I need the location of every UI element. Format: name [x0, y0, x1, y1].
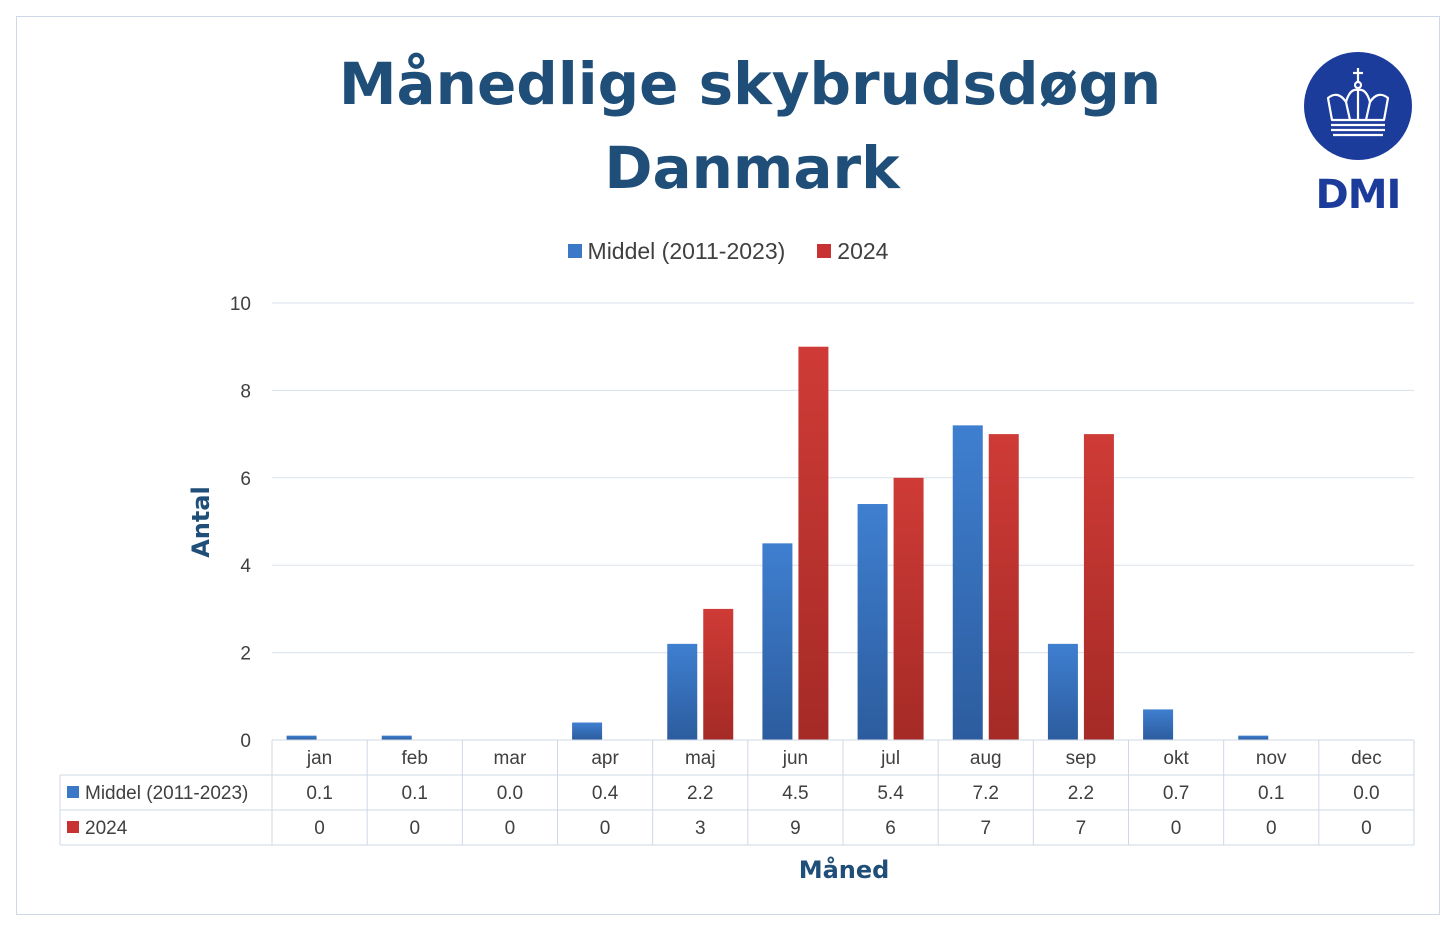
- table-cell: 6: [885, 818, 896, 839]
- x-axis-title: Måned: [799, 855, 890, 884]
- x-tick-label: dec: [1351, 748, 1382, 769]
- y-tick-label: 4: [240, 556, 251, 577]
- bar-middel-jan: [286, 735, 317, 740]
- table-cell: 2.2: [1068, 783, 1094, 804]
- table-cell: 0: [505, 818, 516, 839]
- x-tick-label: maj: [685, 748, 716, 769]
- y-tick-label: 0: [240, 731, 251, 752]
- x-tick-label: mar: [494, 748, 527, 769]
- table-cell: 2.2: [687, 783, 713, 804]
- bar-middel-maj: [667, 643, 698, 740]
- legend-label-middel: Middel (2011-2023): [587, 237, 786, 264]
- table-cell: 5.4: [877, 783, 904, 804]
- table-cell: 0: [1361, 818, 1372, 839]
- table-cell: 0: [314, 818, 325, 839]
- chart-frame: [16, 16, 1440, 915]
- x-tick-label: jul: [880, 748, 900, 769]
- table-cell: 0.1: [402, 783, 428, 804]
- x-tick-label: sep: [1066, 748, 1097, 769]
- bar-middel-apr: [572, 722, 603, 740]
- table-series-label: 2024: [85, 818, 128, 839]
- table-cell: 0: [1171, 818, 1182, 839]
- table-cell: 0.1: [306, 783, 332, 804]
- x-tick-label: aug: [970, 748, 1002, 769]
- dmi-logo: DMI: [1302, 52, 1414, 218]
- bar-middel-sep: [1047, 643, 1078, 740]
- table-cell: 4.5: [782, 783, 808, 804]
- x-tick-label: apr: [591, 748, 619, 769]
- table-cell: 0.4: [592, 783, 619, 804]
- bar-2024-jul: [893, 477, 924, 740]
- bar-2024-maj: [703, 608, 734, 740]
- table-swatch-1: [67, 821, 79, 833]
- bar-middel-jun: [762, 543, 793, 740]
- table-cell: 7.2: [973, 783, 999, 804]
- table-cell: 0.0: [497, 783, 523, 804]
- x-tick-label: jan: [306, 748, 332, 769]
- table-series-label: Middel (2011-2023): [85, 783, 248, 804]
- legend-item-2024: 2024: [817, 236, 888, 266]
- y-tick-label: 6: [240, 469, 251, 490]
- table-cell: 0.1: [1258, 783, 1284, 804]
- bar-2024-jun: [798, 346, 829, 740]
- x-tick-label: jun: [782, 748, 808, 769]
- bar-middel-feb: [381, 735, 412, 740]
- table-cell: 7: [980, 818, 991, 839]
- legend-swatch-2024: [817, 244, 832, 258]
- legend: Middel (2011-2023) 2024: [0, 236, 1456, 266]
- legend-swatch-middel: [567, 244, 582, 258]
- bar-middel-nov: [1238, 735, 1269, 740]
- bar-2024-aug: [988, 434, 1019, 740]
- y-tick-label: 8: [240, 381, 251, 402]
- legend-label-2024: 2024: [837, 237, 889, 264]
- logo-text: DMI: [1315, 172, 1402, 218]
- y-tick-label: 2: [240, 644, 251, 665]
- chart-title-line1: Månedlige skybrudsdøgn: [338, 50, 1162, 118]
- legend-item-middel: Middel (2011-2023): [567, 236, 786, 266]
- bar-2024-sep: [1083, 434, 1114, 740]
- x-tick-label: nov: [1256, 748, 1287, 769]
- table-cell: 0: [1266, 818, 1277, 839]
- bar-middel-jul: [857, 504, 888, 740]
- bar-middel-okt: [1143, 709, 1174, 740]
- table-swatch-0: [67, 786, 79, 798]
- table-cell: 0: [600, 818, 611, 839]
- table-cell: 0.7: [1163, 783, 1189, 804]
- table-cell: 0.0: [1353, 783, 1379, 804]
- x-tick-label: okt: [1163, 748, 1189, 769]
- bar-middel-aug: [952, 425, 983, 740]
- y-tick-label: 10: [230, 294, 251, 315]
- y-axis-title: Antal: [187, 486, 215, 558]
- table-cell: 9: [790, 818, 801, 839]
- chart-title-line2: Danmark: [604, 134, 900, 202]
- table-cell: 7: [1076, 818, 1087, 839]
- x-tick-label: feb: [402, 748, 428, 769]
- crown-icon: [1304, 52, 1412, 160]
- table-cell: 0: [409, 818, 420, 839]
- table-cell: 3: [695, 818, 706, 839]
